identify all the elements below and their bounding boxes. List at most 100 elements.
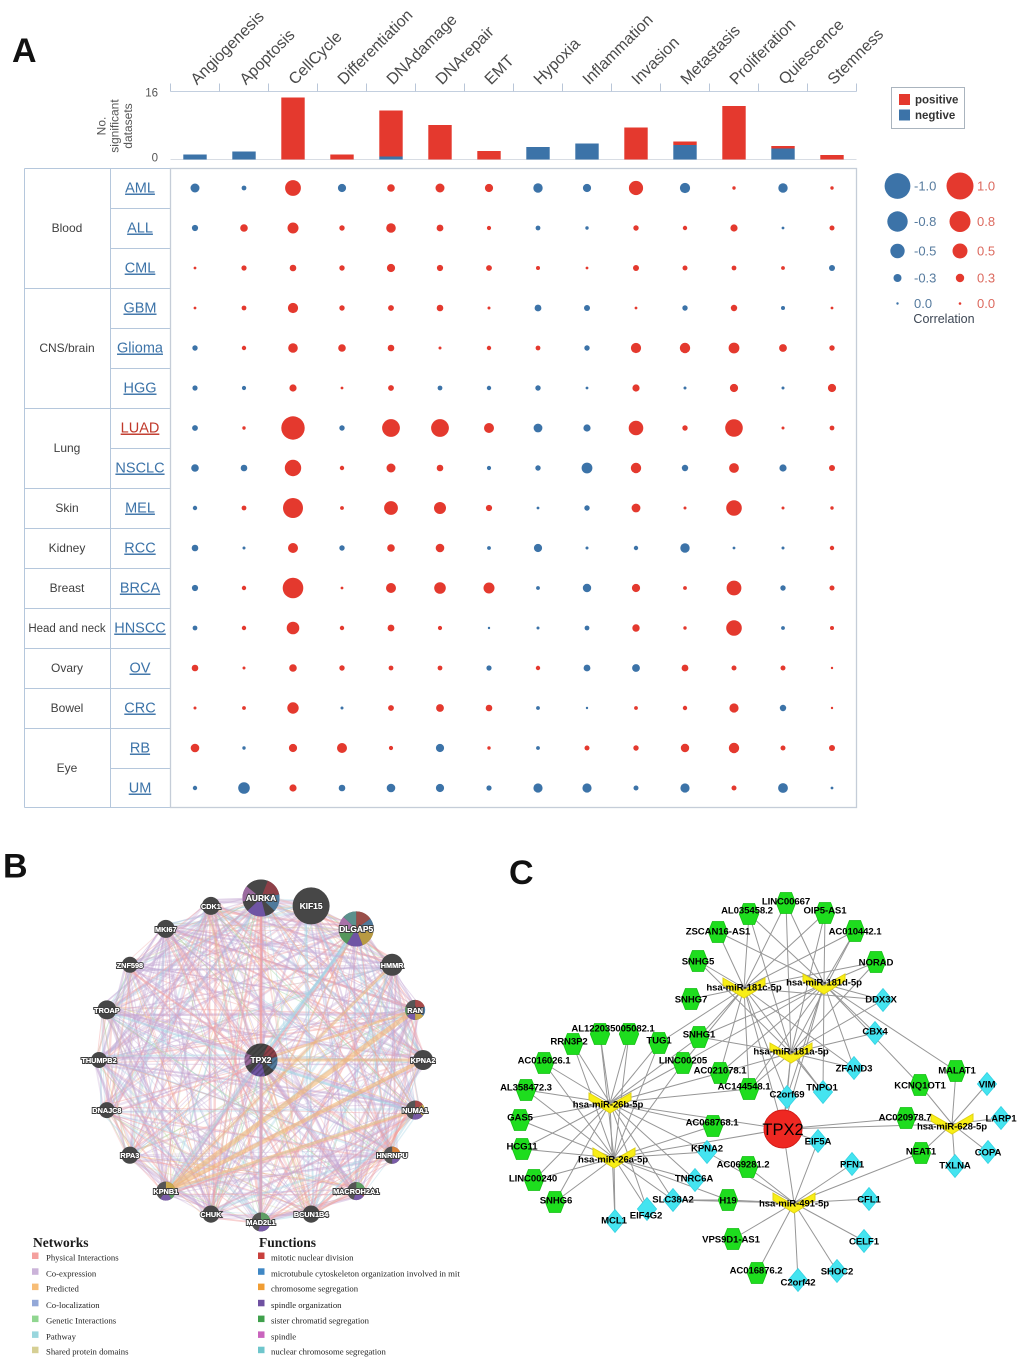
svg-text:AML: AML <box>125 181 155 197</box>
svg-text:B: B <box>3 848 28 886</box>
svg-text:MALAT1: MALAT1 <box>938 1066 976 1077</box>
svg-text:No.: No. <box>95 117 109 136</box>
svg-text:MKI67: MKI67 <box>155 925 177 934</box>
svg-text:AC069281.2: AC069281.2 <box>717 1160 770 1171</box>
svg-text:AC021078.1: AC021078.1 <box>694 1066 748 1077</box>
svg-text:BRCA: BRCA <box>120 581 161 597</box>
svg-text:AC144548.1: AC144548.1 <box>718 1082 772 1093</box>
svg-text:SNHG6: SNHG6 <box>540 1196 573 1207</box>
svg-text:CML: CML <box>125 261 156 277</box>
svg-text:AL358472.3: AL358472.3 <box>500 1083 552 1094</box>
svg-text:DNAJC8: DNAJC8 <box>92 1106 121 1115</box>
svg-text:CBX4: CBX4 <box>862 1027 888 1038</box>
svg-text:AURKA: AURKA <box>246 893 276 903</box>
svg-text:-0.3: -0.3 <box>914 271 936 286</box>
svg-text:spindle: spindle <box>271 1331 296 1341</box>
svg-text:Ovary: Ovary <box>51 661 83 675</box>
svg-text:C2orf69: C2orf69 <box>769 1090 804 1101</box>
svg-text:THUMPB2: THUMPB2 <box>81 1056 116 1065</box>
svg-text:mitotic nuclear division: mitotic nuclear division <box>271 1253 354 1263</box>
svg-text:TPX2: TPX2 <box>762 1121 803 1139</box>
svg-text:EIF5A: EIF5A <box>805 1137 832 1148</box>
svg-text:CHUK: CHUK <box>200 1210 222 1219</box>
svg-text:0: 0 <box>152 153 158 165</box>
svg-text:sister chromatid segregation: sister chromatid segregation <box>271 1316 370 1326</box>
svg-text:Glioma: Glioma <box>117 341 164 357</box>
svg-text:KIF15: KIF15 <box>300 901 323 911</box>
svg-text:BCUN1B4: BCUN1B4 <box>294 1210 329 1219</box>
svg-text:-0.8: -0.8 <box>914 214 936 229</box>
svg-text:negtive: negtive <box>915 110 955 122</box>
svg-text:TROAP: TROAP <box>94 1006 120 1015</box>
svg-text:GAS5: GAS5 <box>507 1113 533 1124</box>
svg-text:RCC: RCC <box>124 541 155 557</box>
svg-text:Pathway: Pathway <box>46 1331 77 1341</box>
svg-text:1.0: 1.0 <box>977 179 995 194</box>
svg-text:0.3: 0.3 <box>977 271 995 286</box>
svg-text:-1.0: -1.0 <box>914 179 936 194</box>
svg-text:MAD2L1: MAD2L1 <box>246 1218 275 1227</box>
svg-text:NUMA1: NUMA1 <box>402 1106 428 1115</box>
svg-text:RPA3: RPA3 <box>120 1151 139 1160</box>
svg-text:DNAJC8: DNAJC8 <box>92 1106 121 1115</box>
svg-text:MEL: MEL <box>125 501 155 517</box>
svg-text:LUAD: LUAD <box>121 421 160 437</box>
svg-text:OV: OV <box>130 661 151 677</box>
svg-text:KIF15: KIF15 <box>300 901 323 911</box>
svg-text:0.5: 0.5 <box>977 244 995 259</box>
svg-text:NEAT1: NEAT1 <box>906 1147 937 1158</box>
svg-text:Bowel: Bowel <box>51 701 84 715</box>
svg-text:C: C <box>509 854 534 892</box>
svg-text:HNRNPU: HNRNPU <box>376 1151 407 1160</box>
svg-text:hsa-miR-181d-5p: hsa-miR-181d-5p <box>786 978 862 989</box>
svg-text:DLGAP5: DLGAP5 <box>339 924 373 934</box>
svg-text:LINC00240: LINC00240 <box>509 1174 557 1185</box>
svg-text:datasets: datasets <box>121 103 135 148</box>
svg-text:CRC: CRC <box>124 701 155 717</box>
svg-text:DLGAP5: DLGAP5 <box>339 924 373 934</box>
svg-text:TXLNA: TXLNA <box>939 1161 971 1172</box>
svg-text:TPX2: TPX2 <box>251 1055 272 1065</box>
svg-text:KPNA2: KPNA2 <box>411 1056 436 1065</box>
svg-text:Kidney: Kidney <box>49 541 86 555</box>
svg-text:ZFAND3: ZFAND3 <box>836 1064 873 1075</box>
svg-text:TPX2: TPX2 <box>251 1055 272 1065</box>
svg-text:0.8: 0.8 <box>977 214 995 229</box>
svg-text:Functions: Functions <box>259 1235 316 1250</box>
svg-text:NSCLC: NSCLC <box>115 461 164 477</box>
svg-text:C2orf42: C2orf42 <box>780 1278 815 1289</box>
svg-text:LINC00205: LINC00205 <box>659 1056 708 1067</box>
svg-text:KPNA2: KPNA2 <box>691 1144 723 1155</box>
svg-text:AC020978.7: AC020978.7 <box>879 1113 932 1124</box>
svg-text:THUMPB2: THUMPB2 <box>81 1056 116 1065</box>
svg-text:COPA: COPA <box>975 1148 1002 1159</box>
svg-text:TNRC6A: TNRC6A <box>675 1174 713 1185</box>
svg-text:MAD2L1: MAD2L1 <box>246 1218 275 1227</box>
svg-text:MCL1: MCL1 <box>601 1216 627 1227</box>
svg-text:KPNB1: KPNB1 <box>153 1187 178 1196</box>
svg-text:AL035458.2: AL035458.2 <box>721 906 773 917</box>
svg-text:0.0: 0.0 <box>977 296 995 311</box>
svg-text:nuclear chromosome segregation: nuclear chromosome segregation <box>271 1347 386 1357</box>
svg-text:CELF1: CELF1 <box>849 1237 880 1248</box>
svg-text:NUMA1: NUMA1 <box>402 1106 428 1115</box>
svg-text:CHUK: CHUK <box>200 1210 222 1219</box>
svg-text:A: A <box>12 32 37 70</box>
svg-text:OIP5-AS1: OIP5-AS1 <box>804 906 848 917</box>
svg-text:hsa-miR-181a-5p: hsa-miR-181a-5p <box>753 1047 829 1058</box>
svg-text:SNHG5: SNHG5 <box>682 957 715 968</box>
svg-text:ZNF598: ZNF598 <box>117 961 143 970</box>
svg-text:SLC38A2: SLC38A2 <box>652 1195 693 1206</box>
svg-text:Blood: Blood <box>52 221 83 235</box>
svg-text:MKI67: MKI67 <box>155 925 177 934</box>
svg-text:CFL1: CFL1 <box>857 1195 881 1206</box>
svg-text:AC016026.1: AC016026.1 <box>518 1056 572 1067</box>
svg-text:TROAP: TROAP <box>94 1006 120 1015</box>
svg-text:SHOC2: SHOC2 <box>821 1267 854 1278</box>
svg-text:HMMR: HMMR <box>381 961 404 970</box>
svg-text:chromosome segregation: chromosome segregation <box>271 1284 359 1294</box>
svg-text:Lung: Lung <box>54 441 81 455</box>
svg-text:AL122035005082.1: AL122035005082.1 <box>571 1024 655 1035</box>
svg-text:KCNQ1OT1: KCNQ1OT1 <box>894 1081 946 1092</box>
svg-text:CDK1: CDK1 <box>201 902 221 911</box>
